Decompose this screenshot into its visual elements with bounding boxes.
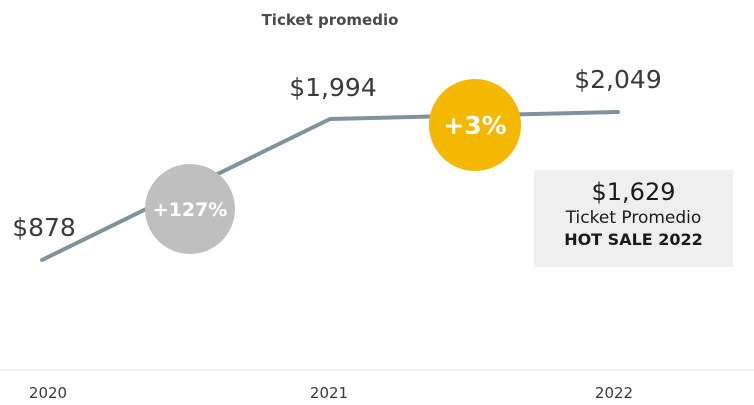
hot-sale-annotation: $1,629 Ticket Promedio HOT SALE 2022 — [534, 170, 733, 267]
data-label-2022: $2,049 — [574, 65, 661, 94]
change-badge-circle — [145, 164, 235, 254]
data-label-2021: $1,994 — [289, 73, 376, 102]
hot-sale-value: $1,629 — [591, 178, 676, 206]
x-tick-label-2021: 2021 — [310, 384, 348, 402]
series-line — [40, 110, 620, 262]
change-badge-circle — [429, 79, 521, 171]
change-badge-1: +127% — [145, 164, 235, 254]
change-badge-2: +3% — [429, 79, 521, 171]
hot-sale-event: HOT SALE 2022 — [564, 230, 703, 249]
chart-title: Ticket promedio — [261, 11, 399, 29]
data-label-2020: $878 — [12, 213, 76, 242]
change-badge-text: +127% — [153, 199, 228, 221]
x-tick-label-2020: 2020 — [29, 384, 67, 402]
x-tick-label-2022: 2022 — [595, 384, 633, 402]
hot-sale-caption: Ticket Promedio — [565, 208, 702, 228]
change-badge-text: +3% — [443, 111, 506, 140]
